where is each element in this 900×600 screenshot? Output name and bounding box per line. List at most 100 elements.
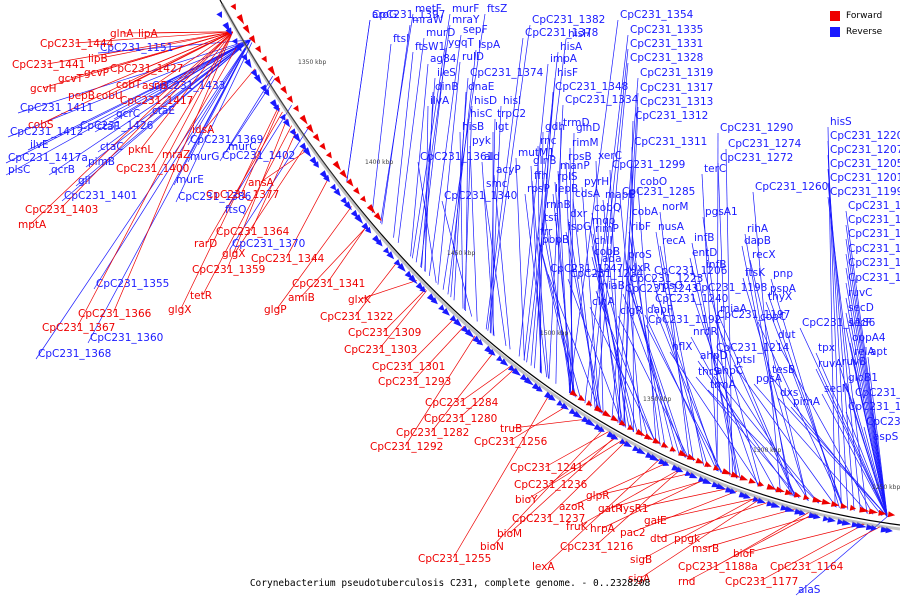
forward-gene-label: CpC231_1282 bbox=[396, 427, 469, 439]
reverse-gene-label: acyP bbox=[496, 164, 521, 176]
forward-gene-arrow bbox=[793, 491, 802, 498]
forward-gene-arrow bbox=[593, 405, 604, 413]
reverse-connector bbox=[775, 339, 874, 515]
scale-tick-label: 1400 kbp bbox=[365, 159, 393, 166]
reverse-gene-label: ctaE bbox=[152, 105, 175, 117]
reverse-gene-label: CpC231_1272 bbox=[720, 152, 793, 164]
reverse-gene-label: rpsP bbox=[527, 183, 550, 195]
forward-gene-label: rarD bbox=[194, 238, 217, 250]
reverse-gene-arrow bbox=[702, 477, 712, 485]
reverse-gene-arrow bbox=[350, 209, 359, 219]
forward-gene-label: mptA bbox=[18, 219, 47, 231]
reverse-connector bbox=[752, 191, 781, 493]
reverse-gene-label: CpC231_1260 bbox=[755, 181, 828, 193]
reverse-gene-label: dnaE bbox=[468, 81, 494, 93]
forward-connector bbox=[687, 513, 814, 582]
reverse-connector bbox=[827, 126, 836, 507]
reverse-gene-arrow bbox=[649, 453, 660, 462]
forward-connector bbox=[260, 149, 309, 183]
forward-gene-label: glgX bbox=[222, 248, 245, 260]
reverse-gene-arrow bbox=[408, 274, 418, 285]
reverse-connector bbox=[555, 127, 562, 384]
reverse-gene-label: trmD bbox=[563, 117, 590, 129]
reverse-connector bbox=[749, 259, 808, 501]
reverse-connector bbox=[381, 24, 411, 225]
reverse-gene-label: metF bbox=[415, 3, 442, 15]
forward-gene-label: CpC231_1359 bbox=[192, 264, 265, 276]
reverse-connector bbox=[753, 383, 869, 514]
reverse-gene-arrow bbox=[312, 161, 320, 168]
reverse-connector bbox=[591, 212, 621, 425]
forward-gene-arrow bbox=[704, 461, 712, 467]
reverse-gene-label: sepF bbox=[463, 24, 488, 36]
reverse-gene-label: secN bbox=[824, 383, 850, 395]
forward-connector bbox=[140, 31, 234, 150]
reverse-gene-label: CpC231_1175 bbox=[848, 257, 900, 269]
forward-gene-label: glxK bbox=[348, 294, 372, 306]
reverse-connector bbox=[493, 174, 511, 350]
forward-connector bbox=[686, 508, 796, 539]
reverse-connector bbox=[799, 327, 888, 517]
reverse-gene-arrow bbox=[382, 247, 390, 254]
reverse-connector bbox=[424, 105, 429, 272]
reverse-gene-arrow bbox=[729, 488, 737, 495]
forward-connector bbox=[635, 487, 730, 509]
forward-connector bbox=[378, 290, 428, 350]
forward-gene-arrow bbox=[618, 419, 627, 426]
reverse-connector bbox=[447, 49, 477, 295]
reverse-gene-label: vlxR bbox=[628, 262, 651, 274]
reverse-gene-label: pgsA bbox=[756, 373, 783, 385]
reverse-gene-label: CpC231_1205 bbox=[830, 158, 900, 170]
reverse-connector bbox=[346, 19, 371, 182]
forward-gene-label: gcvP bbox=[84, 67, 109, 79]
forward-gene-label: CpC231_1444 bbox=[40, 38, 114, 50]
forward-gene-label: lysR1 bbox=[620, 503, 649, 515]
forward-gene-label: fruK bbox=[566, 521, 589, 533]
reverse-connector bbox=[845, 297, 888, 517]
forward-gene-arrow bbox=[242, 24, 250, 35]
reverse-connector bbox=[465, 118, 469, 311]
reverse-gene-arrow bbox=[560, 402, 569, 410]
reverse-gene-label: ftsW1 bbox=[415, 41, 445, 53]
reverse-connector bbox=[659, 211, 690, 460]
scale-tick-label: 1300 kbp bbox=[753, 447, 781, 454]
forward-gene-arrow bbox=[299, 114, 308, 125]
scale-tick-label: 1350 kbp bbox=[298, 59, 326, 66]
reverse-gene-arrow bbox=[419, 286, 426, 293]
reverse-connector bbox=[591, 256, 639, 435]
forward-connector bbox=[150, 31, 234, 169]
reverse-gene-label: CpC231_1369 bbox=[190, 134, 263, 146]
forward-gene-arrow bbox=[812, 496, 823, 503]
reverse-gene-label: pyk bbox=[472, 135, 492, 147]
forward-gene-label: CpC231_1177 bbox=[725, 576, 798, 588]
reverse-connector bbox=[530, 165, 543, 374]
reverse-gene-label: CpC231_1299 bbox=[612, 159, 685, 171]
forward-gene-label: sigA bbox=[628, 573, 651, 585]
reverse-connector bbox=[524, 193, 548, 378]
legend-reverse: Reverse bbox=[830, 24, 892, 40]
forward-connector bbox=[285, 177, 330, 259]
reverse-gene-arrow bbox=[329, 183, 337, 191]
reverse-gene-arrow bbox=[688, 472, 698, 479]
reverse-connector bbox=[485, 37, 524, 330]
reverse-gene-label: CpC231_1285 bbox=[622, 186, 695, 198]
reverse-gene-label: ftsI bbox=[393, 33, 409, 45]
forward-gene-label: lexA bbox=[532, 561, 555, 573]
reverse-gene-label: CpC231_1317 bbox=[640, 82, 713, 94]
reverse-gene-label: smc bbox=[486, 178, 508, 190]
forward-gene-label: gcvH bbox=[30, 83, 57, 95]
reverse-gene-arrow bbox=[697, 475, 706, 482]
legend-forward: Forward bbox=[830, 8, 892, 24]
reverse-connector bbox=[701, 173, 718, 472]
forward-gene-label: ppgk bbox=[674, 533, 701, 545]
reverse-connector bbox=[845, 267, 888, 517]
reverse-connector bbox=[629, 216, 661, 446]
forward-gene-label: truB bbox=[500, 423, 522, 435]
forward-connector bbox=[412, 325, 465, 382]
reverse-connector bbox=[417, 161, 437, 283]
reverse-connector bbox=[713, 375, 820, 504]
reverse-connector bbox=[845, 411, 888, 517]
reverse-gene-label: CpC231_1199a bbox=[830, 186, 900, 198]
forward-gene-label: CpC231_1284 bbox=[425, 397, 499, 409]
reverse-gene-label: CpC231_1180 bbox=[848, 243, 900, 255]
